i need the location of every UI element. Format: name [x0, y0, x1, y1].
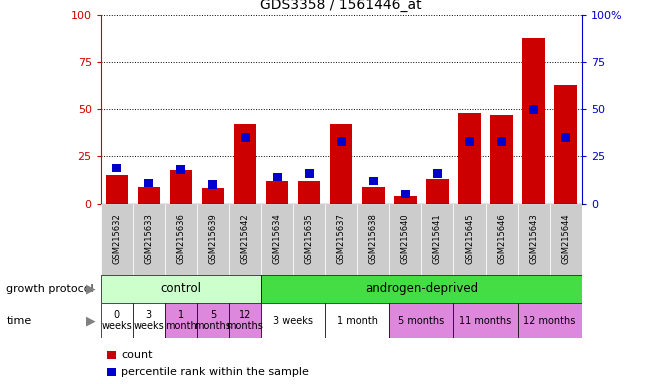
Bar: [105, 175, 128, 204]
Text: GSM215635: GSM215635: [305, 214, 314, 265]
Text: GSM215645: GSM215645: [465, 214, 474, 264]
Bar: [202, 189, 224, 204]
Bar: [165, 204, 197, 275]
Text: GSM215636: GSM215636: [176, 214, 185, 265]
Bar: [266, 181, 289, 204]
Bar: [229, 303, 261, 338]
Text: GSM215644: GSM215644: [561, 214, 570, 264]
Bar: [272, 173, 281, 181]
Bar: [421, 204, 454, 275]
Text: GDS3358 / 1561446_at: GDS3358 / 1561446_at: [261, 0, 422, 12]
Bar: [389, 204, 421, 275]
Text: percentile rank within the sample: percentile rank within the sample: [121, 367, 309, 377]
Text: GSM215633: GSM215633: [144, 214, 153, 265]
Bar: [529, 105, 538, 114]
Bar: [209, 180, 218, 189]
Bar: [170, 170, 192, 204]
Bar: [490, 115, 513, 204]
Text: 11 months: 11 months: [460, 316, 512, 326]
Bar: [325, 204, 358, 275]
Bar: [133, 204, 165, 275]
Bar: [454, 303, 517, 338]
Bar: [197, 204, 229, 275]
Text: GSM215643: GSM215643: [529, 214, 538, 265]
Bar: [165, 303, 197, 338]
Bar: [305, 169, 314, 178]
Text: 3
weeks: 3 weeks: [133, 310, 164, 331]
Bar: [325, 303, 389, 338]
Text: androgen-deprived: androgen-deprived: [365, 283, 478, 295]
Bar: [101, 204, 133, 275]
Text: time: time: [6, 316, 32, 326]
Bar: [561, 133, 570, 142]
Bar: [261, 275, 582, 303]
Text: count: count: [121, 350, 152, 360]
Text: ▶: ▶: [86, 314, 96, 327]
Bar: [517, 303, 582, 338]
Text: control: control: [161, 283, 202, 295]
Bar: [486, 204, 517, 275]
Bar: [362, 187, 385, 204]
Bar: [138, 187, 160, 204]
Text: GSM215640: GSM215640: [401, 214, 410, 264]
Text: GSM215642: GSM215642: [240, 214, 250, 264]
Text: GSM215637: GSM215637: [337, 214, 346, 265]
Bar: [261, 204, 293, 275]
Bar: [497, 137, 506, 146]
Text: 5 months: 5 months: [398, 316, 445, 326]
Bar: [229, 204, 261, 275]
Text: growth protocol: growth protocol: [6, 284, 94, 294]
Text: 3 weeks: 3 weeks: [273, 316, 313, 326]
Bar: [426, 179, 448, 204]
Bar: [389, 303, 454, 338]
Bar: [240, 133, 250, 142]
Bar: [293, 204, 325, 275]
Text: 5
months: 5 months: [194, 310, 231, 331]
Bar: [458, 113, 481, 204]
Text: 1 month: 1 month: [337, 316, 378, 326]
Bar: [197, 303, 229, 338]
Bar: [101, 303, 133, 338]
Text: GSM215641: GSM215641: [433, 214, 442, 264]
Bar: [358, 204, 389, 275]
Bar: [550, 204, 582, 275]
Bar: [298, 181, 320, 204]
Text: GSM215646: GSM215646: [497, 214, 506, 265]
Text: 12
months: 12 months: [227, 310, 263, 331]
Text: GSM215639: GSM215639: [209, 214, 218, 265]
Bar: [234, 124, 256, 204]
Bar: [401, 190, 410, 199]
Text: 12 months: 12 months: [523, 316, 576, 326]
Bar: [433, 169, 442, 178]
Text: 1
month: 1 month: [165, 310, 197, 331]
Bar: [394, 196, 417, 204]
Text: 0
weeks: 0 weeks: [101, 310, 132, 331]
Bar: [523, 38, 545, 204]
Bar: [176, 166, 185, 174]
Text: ▶: ▶: [86, 283, 96, 295]
Bar: [337, 137, 346, 146]
Bar: [554, 85, 577, 204]
Text: GSM215638: GSM215638: [369, 214, 378, 265]
Bar: [330, 124, 352, 204]
Bar: [101, 275, 261, 303]
Bar: [465, 137, 474, 146]
Bar: [454, 204, 486, 275]
Bar: [112, 164, 122, 172]
Bar: [133, 303, 165, 338]
Text: GSM215634: GSM215634: [272, 214, 281, 265]
Bar: [517, 204, 550, 275]
Text: GSM215632: GSM215632: [112, 214, 122, 265]
Bar: [369, 177, 378, 185]
Bar: [261, 303, 325, 338]
Bar: [144, 179, 153, 187]
